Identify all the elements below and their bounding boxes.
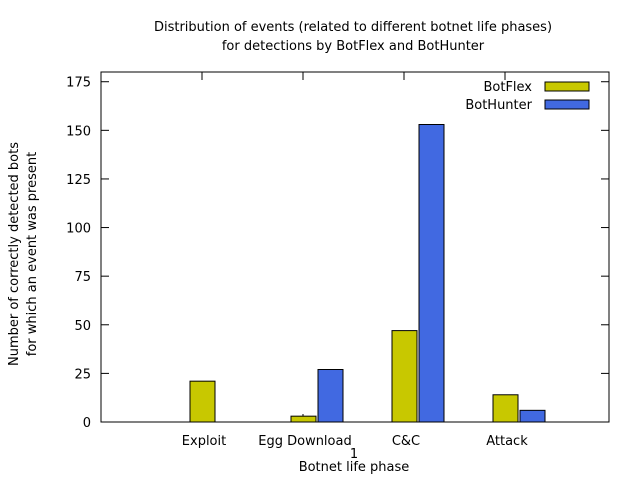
y-tick-label: 0 <box>83 416 91 431</box>
y-tick-label: 25 <box>74 367 91 382</box>
bar-bothunter-egg-download <box>317 369 344 423</box>
y-tick-label: 75 <box>74 270 91 285</box>
bar-botflex-egg-download <box>290 415 317 423</box>
legend-label: BotFlex <box>483 80 532 95</box>
bar-bothunter-attack <box>519 409 546 423</box>
bar-bothunter-c-c <box>418 124 445 423</box>
chart-title-line-2: for detections by BotFlex and BotHunter <box>222 39 485 54</box>
y-tick-label: 175 <box>66 76 91 91</box>
legend-label: BotHunter <box>465 98 532 113</box>
y-axis-label-line-2: for which an event was present <box>25 152 40 356</box>
bar-botflex-attack <box>492 394 519 423</box>
x-tick-label: C&C <box>392 434 420 449</box>
bar-botflex-exploit <box>189 380 216 423</box>
chart-title: Distribution of events (related to diffe… <box>154 20 552 54</box>
x-tick-label: Egg Download <box>258 434 351 449</box>
legend-swatch <box>544 99 590 110</box>
y-tick-label: 150 <box>66 124 91 139</box>
plot-frame <box>100 71 610 423</box>
y-tick-label: 50 <box>74 319 91 334</box>
bar-botflex-c-c <box>391 330 418 423</box>
chart-title-line-1: Distribution of events (related to diffe… <box>154 20 552 35</box>
y-axis-label-line-1: Number of correctly detected bots <box>7 142 22 366</box>
legend: BotFlex BotHunter <box>465 80 590 113</box>
y-axis-label: Number of correctly detected bots for wh… <box>7 142 40 366</box>
y-tick-label: 125 <box>66 173 91 188</box>
x-tick-label: Attack <box>486 434 528 449</box>
legend-swatch <box>544 81 590 92</box>
x-tick-label: Exploit <box>182 434 226 449</box>
y-tick-label: 100 <box>66 222 91 237</box>
x-axis-label: Botnet life phase <box>299 460 410 475</box>
axis-ticks: 0 25 50 75 100 125 150 175 Exploit Egg Download C&… <box>66 72 609 449</box>
bars <box>189 124 546 423</box>
x-axis-sublabel: 1 <box>350 447 358 462</box>
